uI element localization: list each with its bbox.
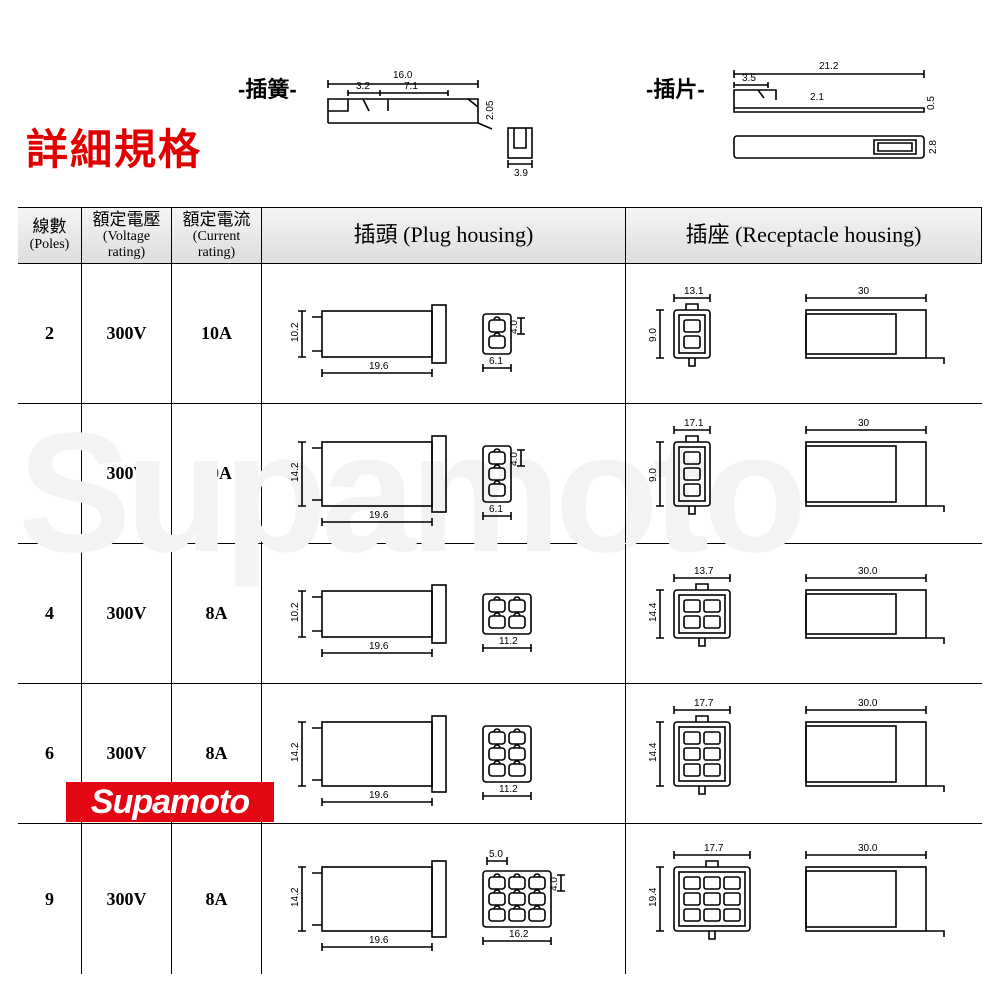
cell-receptacle-drawing: 13.7 14.4 30.0 [626, 544, 982, 683]
svg-text:0.5: 0.5 [926, 96, 937, 110]
svg-text:16.0: 16.0 [393, 70, 413, 81]
svg-text:30: 30 [858, 286, 870, 297]
cell-poles: 9 [18, 824, 82, 974]
table-row: 9 300V 8A 14.2 19.6 [18, 824, 982, 974]
cell-poles: 2 [18, 264, 82, 403]
svg-text:3.2: 3.2 [356, 81, 370, 92]
cell-voltage: 300V [82, 264, 172, 403]
svg-text:14.2: 14.2 [290, 887, 301, 907]
svg-text:6.1: 6.1 [489, 504, 503, 515]
spec-sheet: Supamoto 詳細規格 -插簧- 16.0 3.2 7.1 2.05 3.9… [18, 18, 982, 982]
col-recpt-zh: 插座 [686, 222, 730, 247]
col-poles: 線數 (Poles) [18, 208, 82, 263]
table-row: 4 300V 8A 10.2 19.6 11.2 13 [18, 544, 982, 684]
col-volt-en: (Voltage rating) [86, 229, 167, 260]
cell-plug-drawing: 14.2 19.6 11.2 [262, 684, 626, 823]
cell-plug-drawing: 14.2 19.6 6.1 4.0 [262, 404, 626, 543]
svg-text:9.0: 9.0 [648, 467, 659, 481]
col-receptacle: 插座 (Receptacle housing) [626, 208, 982, 263]
col-voltage: 額定電壓 (Voltage rating) [82, 208, 172, 263]
svg-text:10.2: 10.2 [290, 322, 301, 342]
svg-text:7.1: 7.1 [404, 81, 418, 92]
col-plug-zh: 插頭 [354, 222, 398, 247]
col-curr-zh: 額定電流 [183, 211, 251, 230]
cell-poles: 3 [18, 404, 82, 543]
svg-text:19.6: 19.6 [369, 790, 389, 801]
svg-text:13.1: 13.1 [684, 286, 704, 297]
svg-text:21.2: 21.2 [819, 61, 839, 72]
cell-plug-drawing: 14.2 19.6 16.2 5.0 [262, 824, 626, 974]
terminal-tab-drawing: 21.2 3.5 2.1 0.5 2.8 [724, 60, 974, 200]
cell-current: 10A [172, 404, 262, 543]
svg-text:9.0: 9.0 [648, 327, 659, 341]
col-volt-zh: 額定電壓 [93, 211, 161, 230]
page-title: 詳細規格 [26, 116, 202, 177]
svg-text:13.7: 13.7 [694, 566, 714, 577]
svg-text:30.0: 30.0 [858, 698, 878, 709]
spec-rows: 2 300V 10A 10.2 19.6 6.1 4.0 13.1 [18, 264, 982, 974]
cell-current: 10A [172, 264, 262, 403]
cell-current: 8A [172, 824, 262, 974]
svg-text:3.5: 3.5 [742, 73, 756, 84]
svg-text:6.1: 6.1 [489, 356, 503, 367]
svg-text:17.1: 17.1 [684, 418, 704, 429]
svg-text:14.2: 14.2 [290, 742, 301, 762]
svg-text:19.4: 19.4 [648, 887, 659, 907]
svg-text:14.4: 14.4 [648, 602, 659, 622]
svg-text:10.2: 10.2 [290, 602, 301, 622]
svg-text:19.6: 19.6 [369, 641, 389, 652]
svg-text:5.0: 5.0 [489, 849, 503, 860]
cell-receptacle-drawing: 17.7 14.4 30.0 [626, 684, 982, 823]
svg-text:14.2: 14.2 [290, 462, 301, 482]
column-headers: 線數 (Poles) 額定電壓 (Voltage rating) 額定電流 (C… [18, 208, 982, 264]
col-curr-en: (Current rating) [176, 229, 257, 260]
svg-text:30: 30 [858, 418, 870, 429]
terminal-spring-drawing: 16.0 3.2 7.1 2.05 3.9 [318, 68, 548, 198]
svg-text:11.2: 11.2 [499, 636, 518, 647]
col-plug-en: (Plug housing) [403, 222, 533, 247]
table-row: 3 300V 10A 14.2 19.6 6.1 4.0 17 [18, 404, 982, 544]
terminal-spring-label: -插簧- [238, 72, 297, 104]
cell-voltage: 300V [82, 404, 172, 543]
svg-text:19.6: 19.6 [369, 935, 389, 946]
col-current: 額定電流 (Current rating) [172, 208, 262, 263]
svg-text:30.0: 30.0 [858, 566, 878, 577]
svg-text:30.0: 30.0 [858, 843, 878, 854]
cell-poles: 4 [18, 544, 82, 683]
svg-text:14.4: 14.4 [648, 742, 659, 762]
header-area: 詳細規格 -插簧- 16.0 3.2 7.1 2.05 3.9 -插片- 21.… [18, 18, 982, 208]
brand-logo: Supamoto [66, 782, 274, 822]
svg-text:17.7: 17.7 [704, 843, 724, 854]
svg-text:2.8: 2.8 [928, 140, 939, 154]
col-plug: 插頭 (Plug housing) [262, 208, 626, 263]
table-row: 2 300V 10A 10.2 19.6 6.1 4.0 13.1 [18, 264, 982, 404]
svg-text:17.7: 17.7 [694, 698, 714, 709]
svg-text:2.1: 2.1 [810, 92, 824, 103]
terminal-tab-label: -插片- [646, 72, 705, 104]
svg-text:4.0: 4.0 [509, 319, 520, 333]
cell-voltage: 300V [82, 544, 172, 683]
col-poles-zh: 線數 [33, 218, 67, 237]
cell-receptacle-drawing: 17.7 19.4 30.0 [626, 824, 982, 974]
svg-text:4.0: 4.0 [549, 877, 560, 891]
col-poles-en: (Poles) [30, 237, 70, 252]
svg-text:2.05: 2.05 [485, 100, 496, 120]
col-recpt-en: (Receptacle housing) [735, 222, 921, 247]
svg-text:11.2: 11.2 [499, 784, 518, 795]
svg-text:19.6: 19.6 [369, 361, 389, 372]
cell-receptacle-drawing: 13.1 9.0 30 [626, 264, 982, 403]
cell-plug-drawing: 10.2 19.6 11.2 [262, 544, 626, 683]
cell-receptacle-drawing: 17.1 9.0 30 [626, 404, 982, 543]
cell-current: 8A [172, 544, 262, 683]
svg-text:3.9: 3.9 [514, 168, 528, 179]
cell-plug-drawing: 10.2 19.6 6.1 4.0 [262, 264, 626, 403]
svg-text:19.6: 19.6 [369, 510, 389, 521]
cell-voltage: 300V [82, 824, 172, 974]
svg-text:4.0: 4.0 [509, 451, 520, 465]
svg-text:16.2: 16.2 [509, 929, 529, 940]
